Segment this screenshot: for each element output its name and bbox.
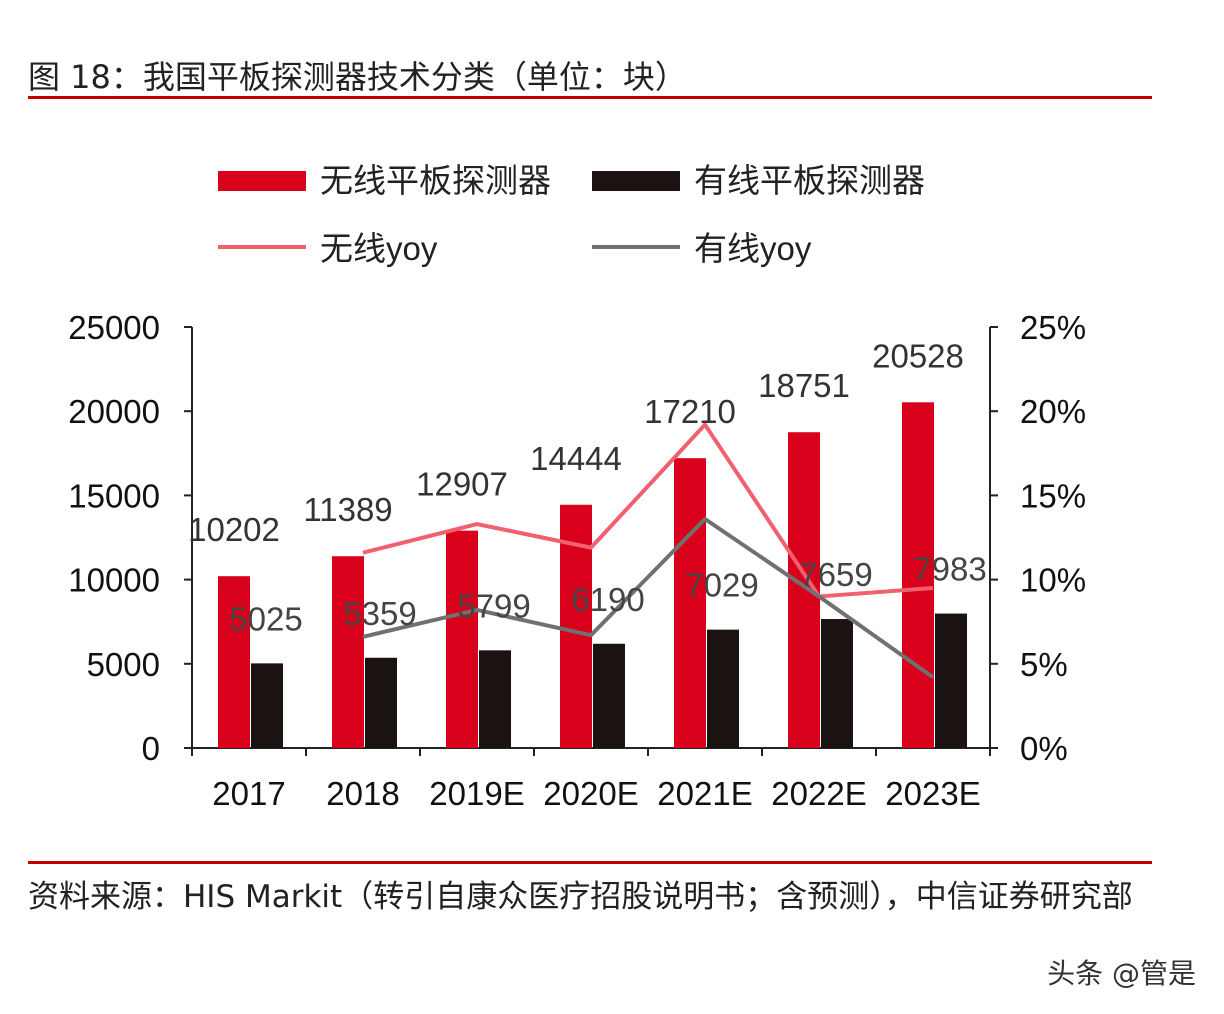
bar-wireless <box>674 458 706 748</box>
legend-swatch-wired <box>592 171 680 191</box>
data-label-wired: 7659 <box>799 556 872 593</box>
x-tick-label: 2020E <box>543 775 638 812</box>
x-tick-label: 2017 <box>212 775 285 812</box>
right-tick-label: 15% <box>1020 477 1086 514</box>
left-tick-label: 20000 <box>68 393 160 430</box>
legend-label-wireless-yoy: 无线yoy <box>320 230 438 267</box>
left-tick-label: 25000 <box>68 309 160 346</box>
right-tick-label: 0% <box>1020 730 1068 767</box>
bar-wired <box>593 643 625 748</box>
bar-wireless <box>446 530 478 748</box>
bar-wired <box>707 629 739 748</box>
legend-label-wired-yoy: 有线yoy <box>694 230 812 267</box>
data-label-wireless: 12907 <box>416 466 508 503</box>
bar-wireless <box>902 402 934 748</box>
bar-wired <box>365 657 397 748</box>
legend-label-wired: 有线平板探测器 <box>694 162 925 199</box>
data-label-wired: 7029 <box>685 567 758 604</box>
bar-wired <box>935 613 967 748</box>
data-label-wireless: 10202 <box>188 511 280 548</box>
source-note: 资料来源：HIS Markit（转引自康众医疗招股说明书；含预测），中信证券研究… <box>28 879 1133 915</box>
source-divider <box>28 861 1152 864</box>
left-tick-label: 5000 <box>87 646 160 683</box>
data-label-wireless: 18751 <box>758 367 850 404</box>
legend-label-wireless: 无线平板探测器 <box>320 162 551 199</box>
left-tick-label: 10000 <box>68 562 160 599</box>
data-label-wired: 7983 <box>913 551 986 588</box>
data-label-wireless: 17210 <box>644 393 736 430</box>
bar-wireless <box>218 576 250 748</box>
x-tick-label: 2021E <box>657 775 752 812</box>
data-label-wireless: 20528 <box>872 337 964 374</box>
bar-wired <box>251 663 283 748</box>
line-wired-yoy <box>362 516 935 679</box>
x-tick-label: 2018 <box>326 775 399 812</box>
bar-wired <box>821 619 853 748</box>
data-label-wireless: 14444 <box>530 440 622 477</box>
right-tick-label: 5% <box>1020 646 1068 683</box>
bar-wireless <box>332 556 364 748</box>
data-label-wireless: 11389 <box>303 491 392 528</box>
right-tick-label: 10% <box>1020 562 1086 599</box>
legend-swatch-wireless <box>218 171 306 191</box>
right-tick-label: 25% <box>1020 309 1086 346</box>
data-label-wired: 6190 <box>571 581 644 618</box>
line-wireless-yoy <box>362 422 934 599</box>
bar-wired <box>479 650 511 748</box>
data-label-wired: 5359 <box>343 595 416 632</box>
x-tick-label: 2022E <box>771 775 866 812</box>
x-tick-label: 2019E <box>429 775 524 812</box>
data-label-wired: 5025 <box>229 600 302 637</box>
x-tick-label: 2023E <box>885 775 980 812</box>
title-divider <box>28 96 1152 99</box>
left-tick-label: 0 <box>142 730 160 767</box>
data-label-wired: 5799 <box>457 587 530 624</box>
figure-title: 图 18：我国平板探测器技术分类（单位：块） <box>28 58 687 96</box>
watermark: 头条 @管是 <box>1047 957 1196 990</box>
right-tick-label: 20% <box>1020 393 1086 430</box>
left-tick-label: 15000 <box>68 477 160 514</box>
